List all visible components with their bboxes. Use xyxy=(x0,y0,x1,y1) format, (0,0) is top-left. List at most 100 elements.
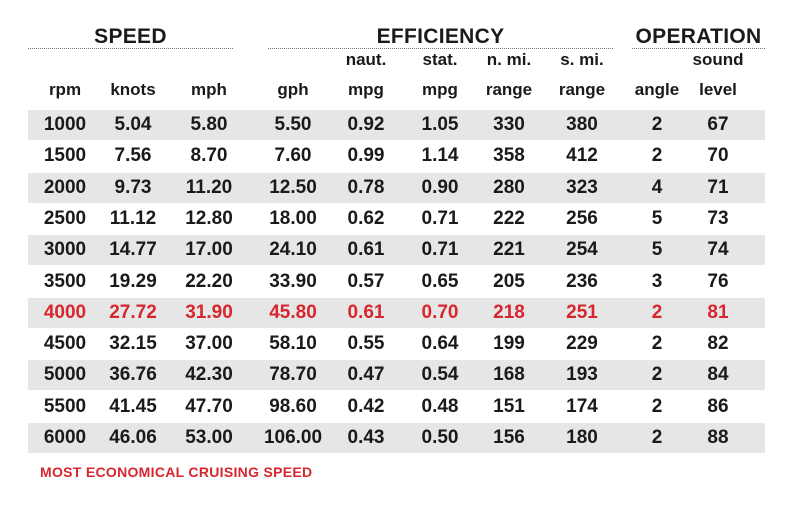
cell-angle: 2 xyxy=(651,333,663,355)
cell-s_range: 323 xyxy=(566,176,598,198)
cell-gph: 78.70 xyxy=(269,364,317,386)
cell-rpm: 1500 xyxy=(43,145,87,167)
cell-gph: 106.00 xyxy=(263,427,323,448)
cell-knots: 46.06 xyxy=(109,427,157,448)
cell-stat_mpg: 0.90 xyxy=(421,176,459,198)
group-title-efficiency: EFFICIENCY xyxy=(376,25,505,48)
table-row: 2500 11.12 12.80 18.00 0.62 0.71 222 256 5 73 xyxy=(28,204,765,234)
column-header-gph: gph xyxy=(277,80,309,99)
column-header-top-naut_mpg: naut. xyxy=(345,50,387,69)
cell-mph: 5.80 xyxy=(190,114,228,135)
cell-naut_mpg: 0.55 xyxy=(347,333,385,355)
cell-sound: 67 xyxy=(707,114,729,135)
cell-knots: 11.12 xyxy=(109,207,157,229)
cell-naut_mpg: 0.62 xyxy=(347,207,385,229)
cell-n_range: 221 xyxy=(493,239,525,261)
cell-knots: 27.72 xyxy=(109,301,157,323)
cell-angle: 2 xyxy=(651,114,663,135)
cell-angle: 4 xyxy=(651,176,663,198)
column-header-top-n_range: n. mi. xyxy=(486,50,532,69)
column-header-n_range: range xyxy=(485,80,533,99)
cell-gph: 58.10 xyxy=(269,333,317,355)
cell-stat_mpg: 0.71 xyxy=(421,207,459,229)
column-header-stat_mpg: mpg xyxy=(422,80,458,99)
cell-mph: 22.20 xyxy=(185,270,233,292)
cell-knots: 9.73 xyxy=(114,176,152,198)
cell-gph: 12.50 xyxy=(269,176,317,198)
cell-angle: 2 xyxy=(651,427,663,448)
cell-knots: 5.04 xyxy=(114,114,152,135)
cell-s_range: 380 xyxy=(566,114,598,135)
cell-stat_mpg: 0.71 xyxy=(421,239,459,261)
cell-rpm: 2000 xyxy=(43,176,87,198)
cell-gph: 7.60 xyxy=(274,145,312,167)
group-rule-efficiency xyxy=(268,48,613,49)
cell-n_range: 280 xyxy=(493,176,525,198)
column-header-sound: level xyxy=(699,80,737,99)
cell-mph: 53.00 xyxy=(185,427,233,448)
cell-rpm: 6000 xyxy=(43,427,87,448)
footnote: MOST ECONOMICAL CRUISING SPEED xyxy=(40,464,313,480)
cell-s_range: 412 xyxy=(566,145,598,167)
cell-mph: 42.30 xyxy=(185,364,233,386)
cell-naut_mpg: 0.92 xyxy=(347,114,385,135)
cell-s_range: 193 xyxy=(566,364,598,386)
column-header-mph: mph xyxy=(191,80,227,99)
cell-knots: 41.45 xyxy=(109,395,157,417)
cell-angle: 3 xyxy=(651,270,663,292)
cell-knots: 14.77 xyxy=(109,239,157,261)
cell-gph: 33.90 xyxy=(269,270,317,292)
cell-sound: 71 xyxy=(707,176,729,198)
cell-mph: 12.80 xyxy=(185,207,233,229)
cell-mph: 47.70 xyxy=(185,395,233,417)
cell-gph: 5.50 xyxy=(274,114,312,135)
cell-knots: 32.15 xyxy=(109,333,157,355)
cell-naut_mpg: 0.61 xyxy=(347,239,385,261)
cell-knots: 19.29 xyxy=(109,270,157,292)
cell-n_range: 358 xyxy=(493,145,525,167)
column-header-angle: angle xyxy=(634,80,680,99)
cell-n_range: 151 xyxy=(493,395,525,417)
cell-sound: 73 xyxy=(707,207,729,229)
column-header-top-s_range: s. mi. xyxy=(560,50,604,69)
column-header-naut_mpg: mpg xyxy=(348,80,384,99)
cell-mph: 31.90 xyxy=(185,301,233,323)
cell-n_range: 205 xyxy=(493,270,525,292)
table-row: 1000 5.04 5.80 5.50 0.92 1.05 330 380 2 67 xyxy=(28,110,765,140)
cell-gph: 45.80 xyxy=(269,301,317,323)
cell-sound: 86 xyxy=(707,395,729,417)
cell-knots: 36.76 xyxy=(109,364,157,386)
cell-sound: 76 xyxy=(707,270,729,292)
column-header-top-sound: sound xyxy=(692,50,744,69)
cell-stat_mpg: 0.65 xyxy=(421,270,459,292)
cell-n_range: 330 xyxy=(493,114,525,135)
table-row: 4500 32.15 37.00 58.10 0.55 0.64 199 229 2 82 xyxy=(28,329,765,359)
cell-sound: 74 xyxy=(707,239,729,261)
cell-naut_mpg: 0.43 xyxy=(347,427,385,448)
cell-stat_mpg: 0.54 xyxy=(421,364,459,386)
cell-sound: 88 xyxy=(707,427,729,448)
cell-sound: 70 xyxy=(707,145,729,167)
cell-naut_mpg: 0.42 xyxy=(347,395,385,417)
cell-sound: 82 xyxy=(707,333,729,355)
column-header-top-stat_mpg: stat. xyxy=(422,50,458,69)
cell-mph: 8.70 xyxy=(190,145,228,167)
table-row: 3500 19.29 22.20 33.90 0.57 0.65 205 236 3 76 xyxy=(28,267,765,297)
cell-naut_mpg: 0.99 xyxy=(347,145,385,167)
group-title-speed: SPEED xyxy=(94,25,167,48)
cell-n_range: 168 xyxy=(493,364,525,386)
cell-mph: 17.00 xyxy=(185,239,233,261)
cell-angle: 2 xyxy=(651,145,663,167)
cell-angle: 2 xyxy=(651,395,663,417)
cell-stat_mpg: 0.50 xyxy=(421,427,459,448)
cell-naut_mpg: 0.47 xyxy=(347,364,385,386)
cell-s_range: 251 xyxy=(566,301,598,323)
cell-mph: 37.00 xyxy=(185,333,233,355)
cell-angle: 5 xyxy=(651,239,663,261)
cell-s_range: 256 xyxy=(566,207,598,229)
table-row: 2000 9.73 11.20 12.50 0.78 0.90 280 323 4 71 xyxy=(28,172,765,203)
column-header-rpm: rpm xyxy=(48,80,82,99)
cell-s_range: 236 xyxy=(566,270,598,292)
cell-n_range: 156 xyxy=(493,427,525,448)
cell-knots: 7.56 xyxy=(114,145,152,167)
